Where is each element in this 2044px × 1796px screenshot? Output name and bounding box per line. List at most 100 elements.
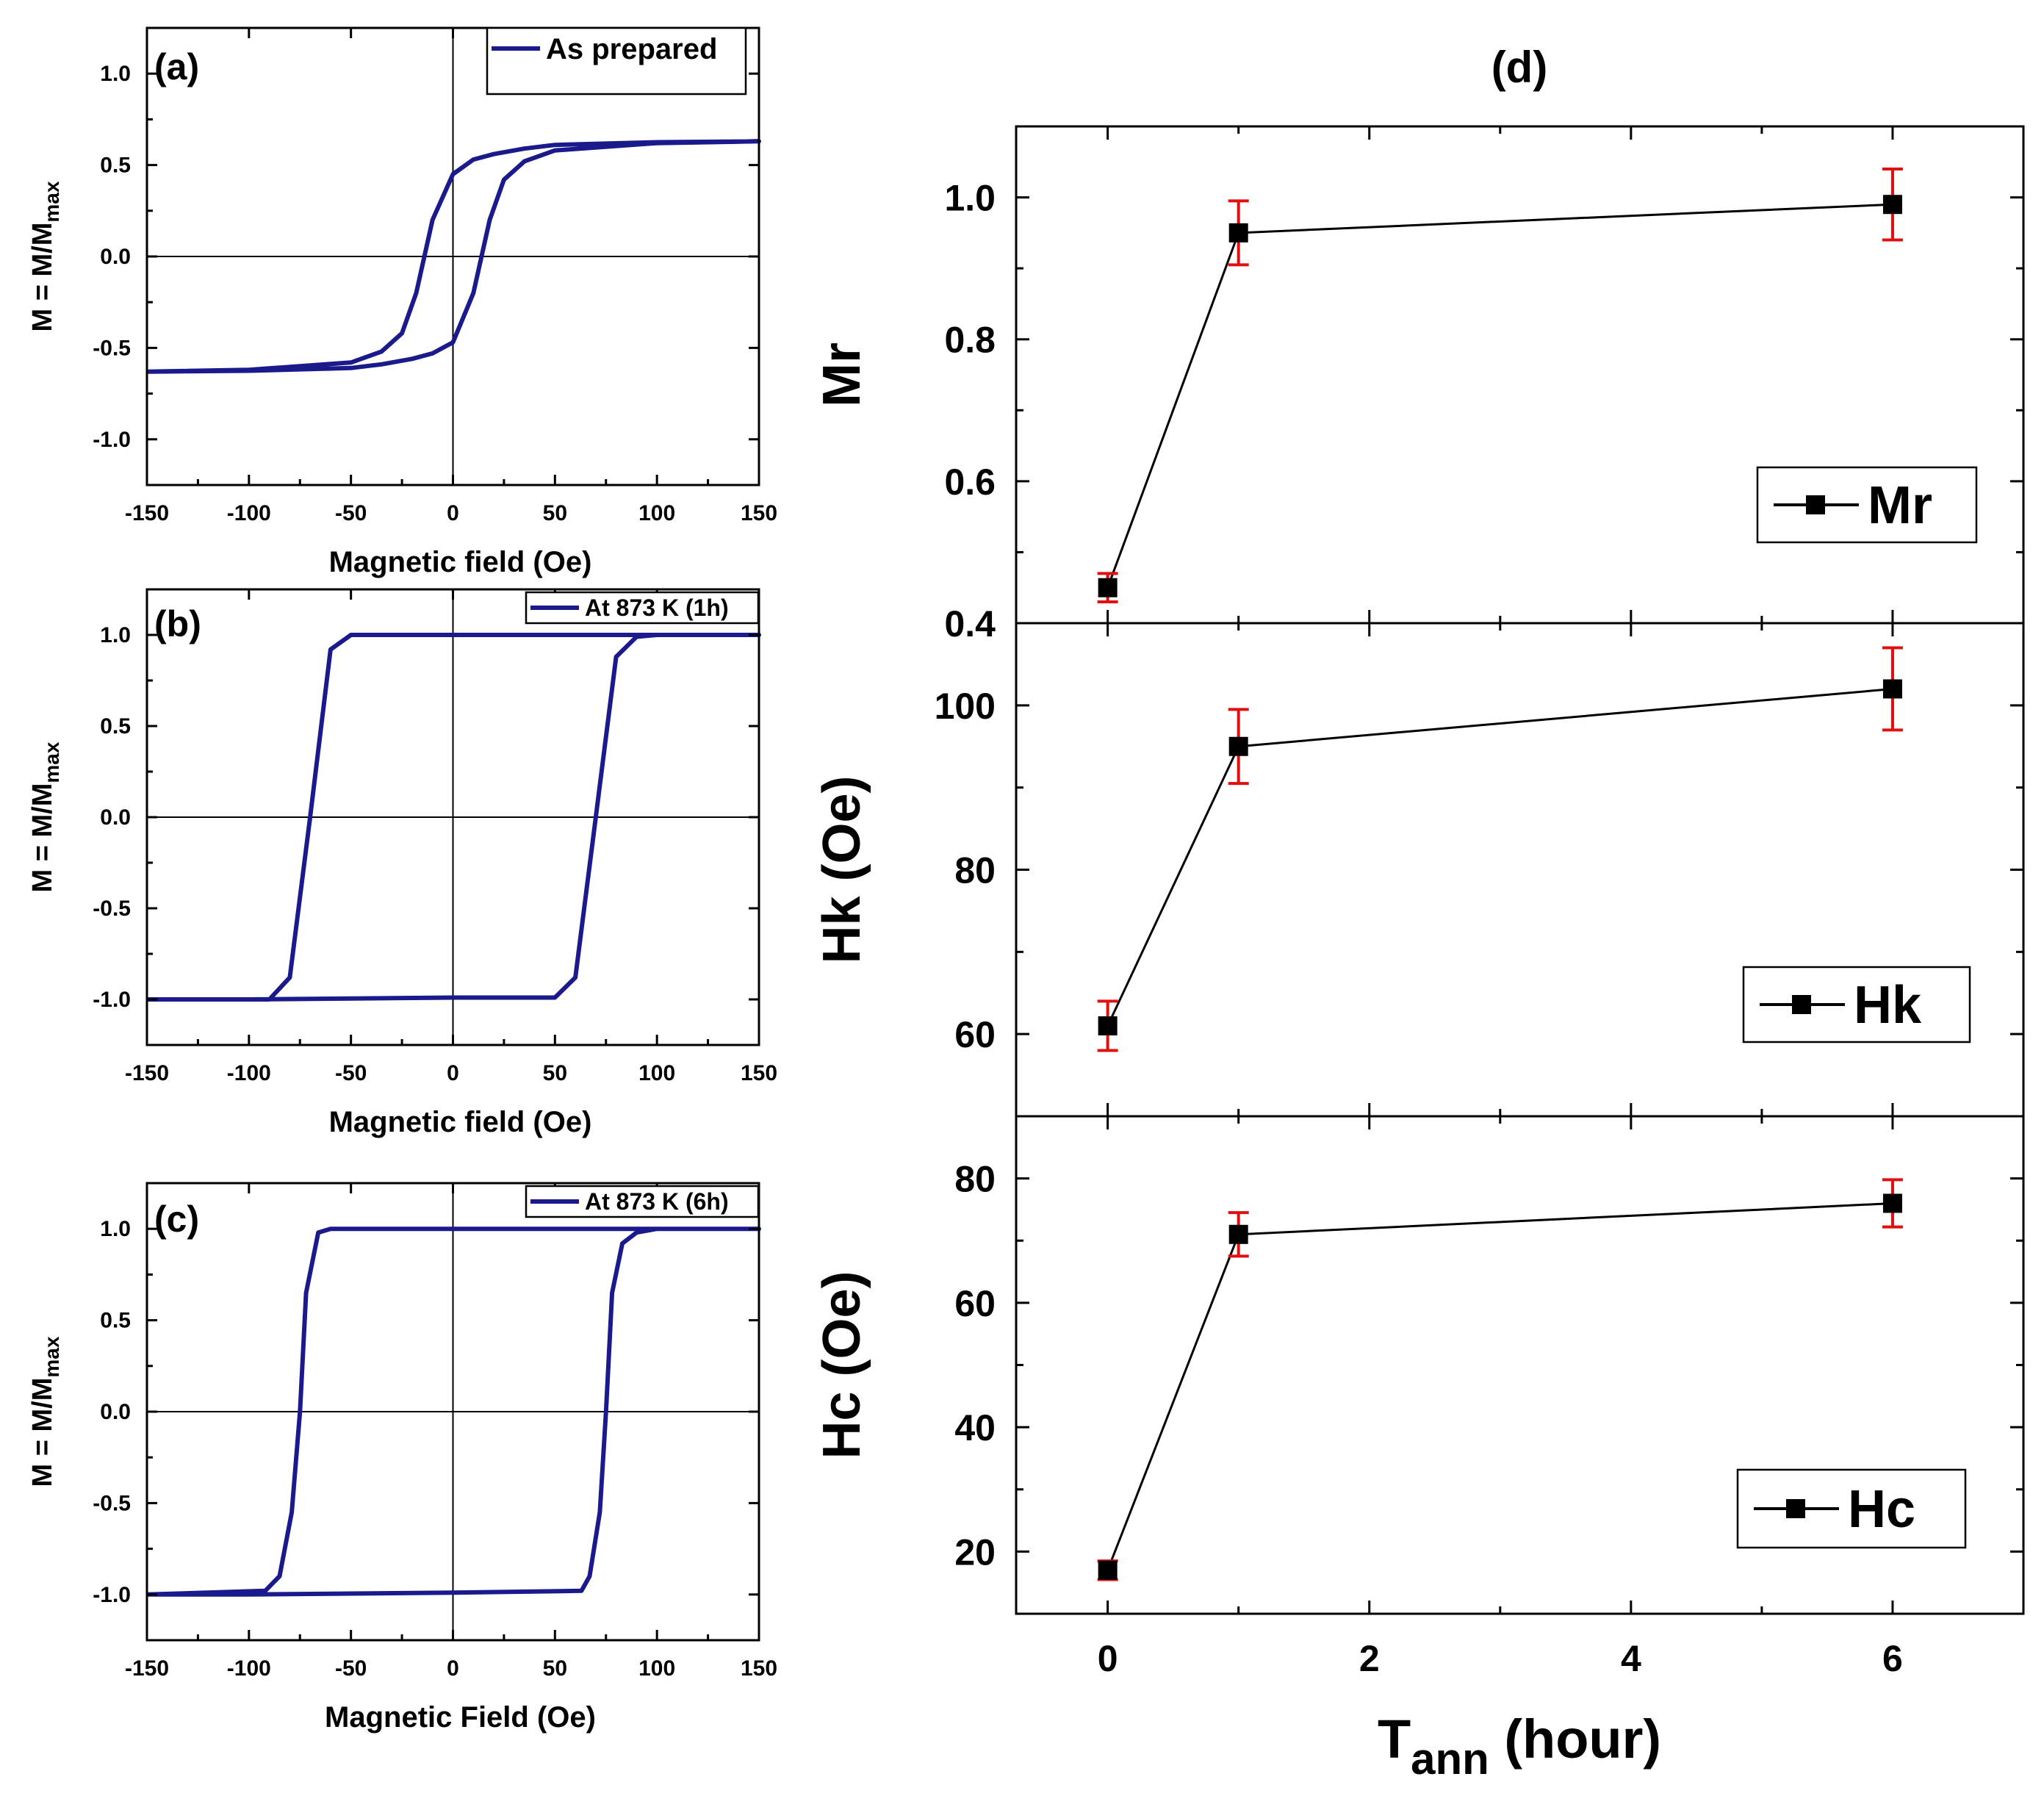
y-axis-label: Hc (Oe) — [813, 1271, 871, 1459]
y-tick-label: 0.8 — [944, 320, 996, 361]
x-tick-label: -50 — [335, 1656, 367, 1681]
legend-marker-swatch — [1792, 995, 1811, 1014]
y-tick-label: 1.0 — [100, 1217, 131, 1241]
x-tick-label: 2 — [1359, 1638, 1380, 1679]
y-tick-label: 0.5 — [100, 154, 131, 178]
y-tick-label: 0.0 — [100, 1400, 131, 1424]
subplot-hc: 20 40 60 80 Hc (Oe) Hc — [813, 1115, 2025, 1615]
y-axis-label-main: M = M/M — [27, 1378, 58, 1487]
y-tick-label: 0.0 — [100, 805, 131, 830]
legend-label: Mr — [1868, 476, 1932, 535]
x-tick-label: 0 — [447, 1061, 459, 1085]
panel-label: (a) — [154, 46, 199, 87]
x-axis-label-main: T — [1378, 1709, 1411, 1770]
x-tick-label: 100 — [638, 501, 675, 525]
subplot-mr: 0.4 0.6 0.8 1.0 Mr Mr — [813, 125, 2025, 644]
legend-label: At 873 K (1h) — [585, 595, 729, 621]
x-tick-label: -150 — [125, 501, 169, 525]
x-tick-label: 150 — [741, 501, 777, 525]
y-tick-label: 60 — [954, 1014, 996, 1055]
y-tick-label: 1.0 — [944, 178, 996, 219]
x-tick-label: 0 — [1098, 1638, 1118, 1679]
y-tick-label: 0.5 — [100, 1309, 131, 1333]
panel-label: (b) — [154, 603, 201, 644]
legend-label: Hk — [1854, 976, 1922, 1035]
plot-frame — [1015, 125, 2025, 625]
x-axis-label: Magnetic field (Oe) — [329, 546, 592, 578]
panel-c-hysteresis-chart: -150 -100 -50 0 50 100 150 -1.0 -0.5 0.0 0.5 1.0 (c)… — [27, 1182, 777, 1734]
y-tick-label: 0.6 — [944, 461, 996, 503]
y-axis-label: M = M/Mmax — [27, 741, 63, 892]
legend-marker-swatch — [1786, 1499, 1805, 1518]
data-point-marker — [1228, 1224, 1248, 1244]
y-tick-label: 0.0 — [100, 245, 131, 269]
panel-b-hysteresis-chart: -150 -100 -50 0 50 100 150 -1.0 -0.5 0.0 0.5 1.0 (b)… — [27, 588, 777, 1138]
x-axis-label: Tann (hour) — [1378, 1709, 1661, 1784]
x-tick-label: 100 — [638, 1656, 675, 1681]
data-point-marker — [1882, 679, 1902, 699]
x-tick-label: 0 — [447, 1656, 459, 1681]
legend-label: Hc — [1848, 1480, 1915, 1539]
x-tick-label: 4 — [1621, 1638, 1641, 1679]
x-tick-label: 0 — [447, 501, 459, 525]
x-tick-label: 50 — [543, 1656, 567, 1681]
x-axis-label: Magnetic Field (Oe) — [325, 1701, 596, 1734]
x-axis-label-unit: (hour) — [1489, 1709, 1661, 1770]
y-tick-label: -1.0 — [93, 428, 131, 452]
x-tick-label: -150 — [125, 1656, 169, 1681]
panel-a-hysteresis-chart: -150 -100 -50 0 50 100 150 -1.0 -0.5 0.0 0.5 1.0 (a)… — [27, 26, 777, 578]
legend-label: At 873 K (6h) — [585, 1188, 729, 1215]
y-tick-label: 60 — [954, 1283, 996, 1324]
data-point-marker — [1228, 223, 1248, 243]
x-tick-label: 150 — [741, 1061, 777, 1085]
x-tick-label: 100 — [638, 1061, 675, 1085]
data-point-marker — [1882, 1193, 1902, 1213]
y-axis-label-subscript: max — [40, 741, 63, 783]
y-axis-label: Mr — [813, 342, 871, 407]
x-axis-label: Magnetic field (Oe) — [329, 1106, 592, 1138]
x-tick-label: -100 — [227, 501, 271, 525]
y-tick-label: 80 — [954, 1159, 996, 1200]
y-axis-label: Hk (Oe) — [813, 775, 871, 963]
panel-label: (c) — [154, 1199, 199, 1240]
data-point-marker — [1882, 195, 1902, 215]
x-axis-label-subscript: ann — [1411, 1734, 1489, 1784]
y-tick-label: 40 — [954, 1407, 996, 1448]
y-axis-label-main: M = M/M — [27, 783, 58, 893]
x-tick-label: 50 — [543, 501, 567, 525]
y-axis-label-main: M = M/M — [27, 223, 58, 332]
x-tick-label: -50 — [335, 501, 367, 525]
legend-box — [525, 1185, 760, 1218]
y-tick-label: 0.4 — [944, 603, 996, 644]
y-tick-label: -1.0 — [93, 988, 131, 1012]
legend-label: As prepared — [546, 33, 717, 65]
data-point-marker — [1098, 1016, 1118, 1035]
panel-label: (d) — [1491, 43, 1548, 92]
y-tick-label: -1.0 — [93, 1583, 131, 1607]
data-point-marker — [1098, 578, 1118, 597]
y-axis-label-subscript: max — [40, 181, 63, 222]
legend-marker-swatch — [1806, 495, 1825, 514]
data-point-marker — [1228, 736, 1248, 756]
hysteresis-loop-series — [146, 1226, 761, 1597]
subplot-hk: 60 80 100 Hk (Oe) Hk — [813, 622, 2025, 1118]
x-tick-label: -150 — [125, 1061, 169, 1085]
x-tick-label: -100 — [227, 1656, 271, 1681]
y-axis-label-subscript: max — [40, 1336, 63, 1377]
y-tick-label: -0.5 — [93, 897, 131, 921]
y-tick-label: 0.5 — [100, 714, 131, 739]
data-point-marker — [1098, 1560, 1118, 1580]
legend-box — [486, 26, 747, 96]
y-axis-label: M = M/Mmax — [27, 1336, 63, 1487]
y-tick-label: 100 — [935, 686, 996, 727]
y-tick-label: 1.0 — [100, 62, 131, 86]
y-axis-label: M = M/Mmax — [27, 181, 63, 331]
x-tick-label: 150 — [741, 1656, 777, 1681]
x-tick-label: -50 — [335, 1061, 367, 1085]
y-tick-label: 20 — [954, 1531, 996, 1573]
y-tick-label: -0.5 — [93, 336, 131, 360]
x-tick-label: 50 — [543, 1061, 567, 1085]
hysteresis-loop-series — [147, 633, 761, 1002]
